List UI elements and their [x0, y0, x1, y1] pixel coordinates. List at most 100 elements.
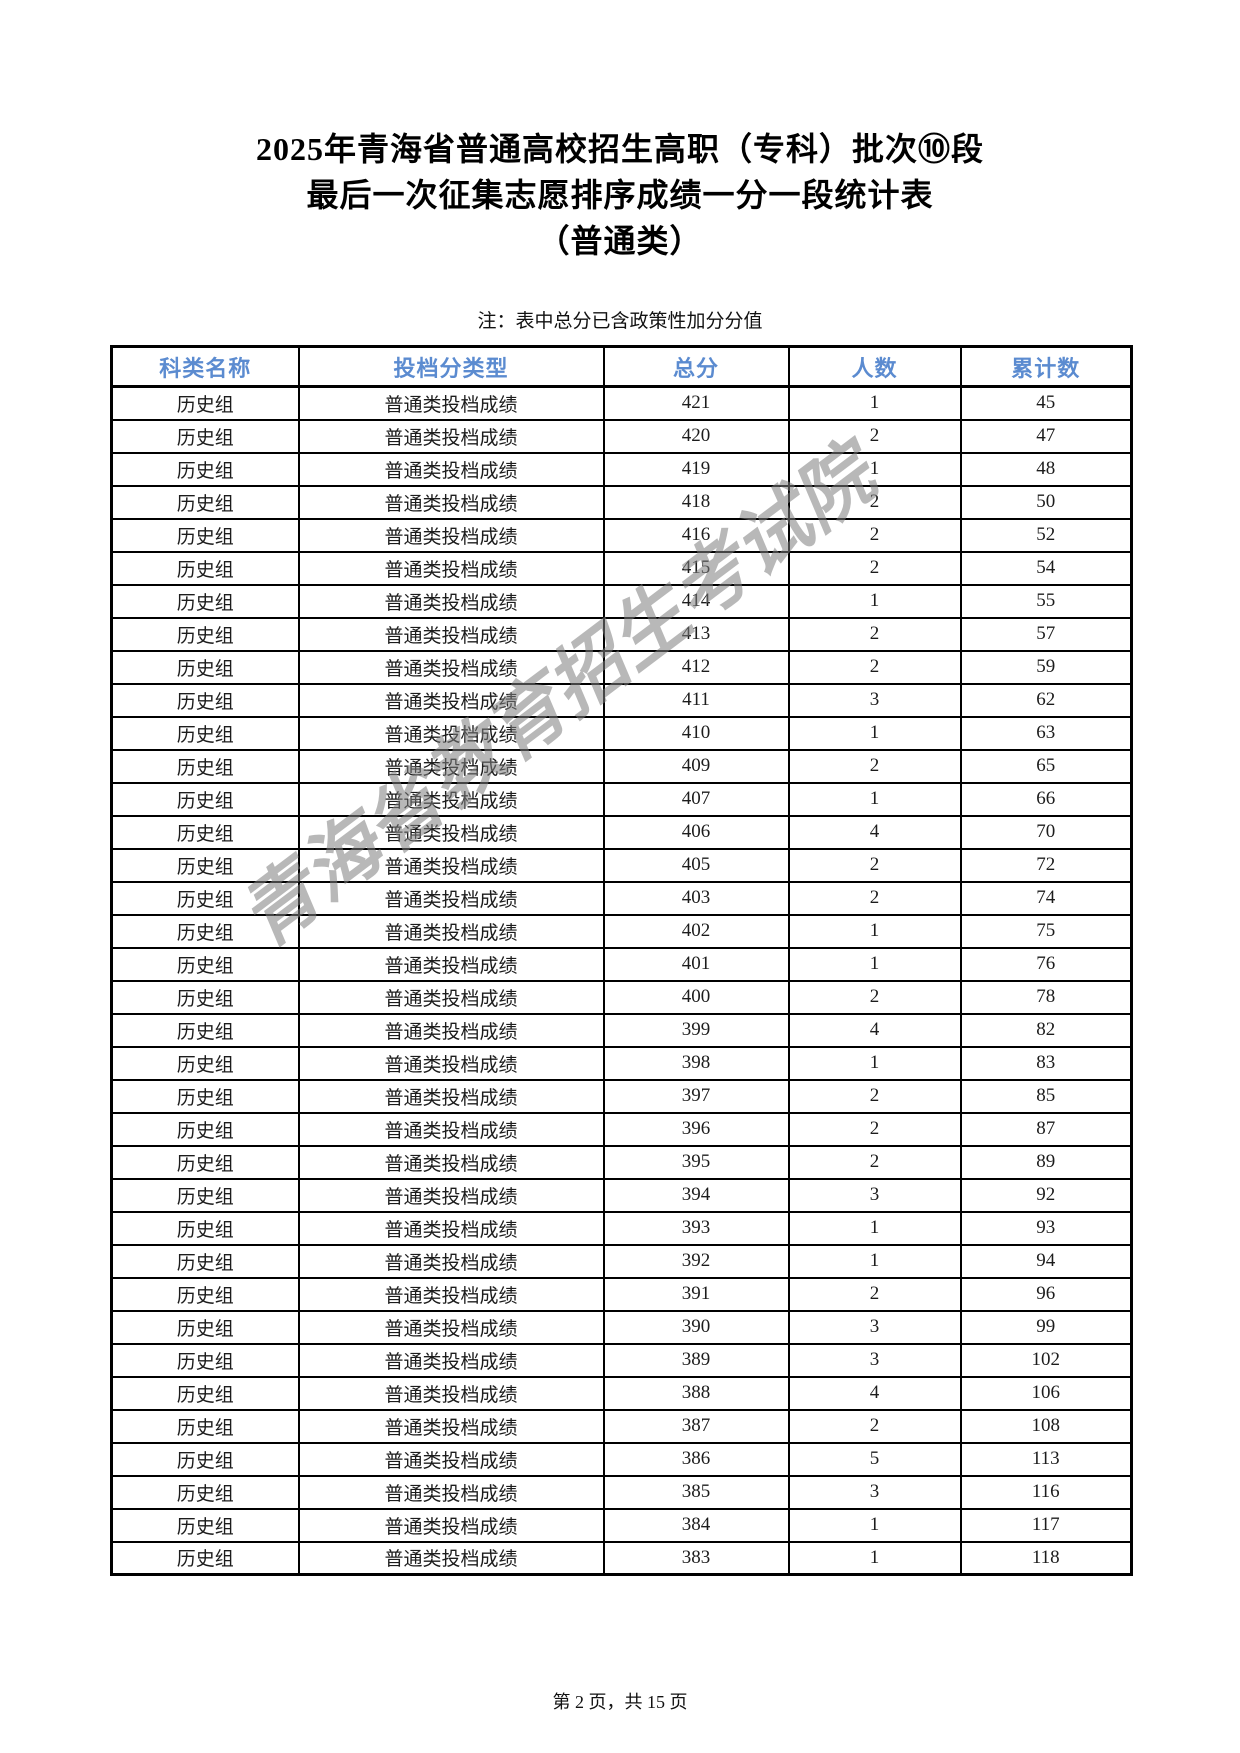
count-cell: 1: [787, 1540, 962, 1576]
score-cell: 385: [602, 1474, 790, 1510]
type-cell: 普通类投档成绩: [297, 913, 605, 949]
score-cell: 414: [602, 583, 790, 619]
count-cell: 5: [787, 1441, 962, 1477]
table-row: 历史组 普通类投档成绩 388 4 106: [110, 1375, 1133, 1411]
table-row: 历史组 普通类投档成绩 386 5 113: [110, 1441, 1133, 1477]
score-cell: 389: [602, 1342, 790, 1378]
cumulative-cell: 93: [959, 1210, 1133, 1246]
cumulative-cell: 102: [959, 1342, 1133, 1378]
cumulative-cell: 62: [959, 682, 1133, 718]
table-row: 历史组 普通类投档成绩 387 2 108: [110, 1408, 1133, 1444]
category-cell: 历史组: [110, 814, 300, 850]
score-cell: 384: [602, 1507, 790, 1543]
table-row: 历史组 普通类投档成绩 419 1 48: [110, 451, 1133, 487]
cumulative-cell: 59: [959, 649, 1133, 685]
count-cell: 3: [787, 1342, 962, 1378]
score-cell: 398: [602, 1045, 790, 1081]
type-cell: 普通类投档成绩: [297, 1441, 605, 1477]
cumulative-cell: 50: [959, 484, 1133, 520]
score-cell: 410: [602, 715, 790, 751]
table-row: 历史组 普通类投档成绩 396 2 87: [110, 1111, 1133, 1147]
category-cell: 历史组: [110, 1243, 300, 1279]
table-row: 历史组 普通类投档成绩 395 2 89: [110, 1144, 1133, 1180]
category-cell: 历史组: [110, 649, 300, 685]
cumulative-cell: 96: [959, 1276, 1133, 1312]
count-cell: 3: [787, 1177, 962, 1213]
score-cell: 407: [602, 781, 790, 817]
cumulative-cell: 113: [959, 1441, 1133, 1477]
type-cell: 普通类投档成绩: [297, 1507, 605, 1543]
table-row: 历史组 普通类投档成绩 410 1 63: [110, 715, 1133, 751]
category-cell: 历史组: [110, 1045, 300, 1081]
score-cell: 418: [602, 484, 790, 520]
category-cell: 历史组: [110, 1177, 300, 1213]
table-row: 历史组 普通类投档成绩 413 2 57: [110, 616, 1133, 652]
type-cell: 普通类投档成绩: [297, 814, 605, 850]
category-cell: 历史组: [110, 748, 300, 784]
count-cell: 2: [787, 880, 962, 916]
score-cell: 397: [602, 1078, 790, 1114]
page-title-line-2: 最后一次征集志愿排序成绩一分一段统计表: [306, 177, 934, 213]
score-cell: 409: [602, 748, 790, 784]
score-cell: 387: [602, 1408, 790, 1444]
cumulative-cell: 72: [959, 847, 1133, 883]
count-cell: 3: [787, 682, 962, 718]
type-cell: 普通类投档成绩: [297, 1111, 605, 1147]
type-cell: 普通类投档成绩: [297, 781, 605, 817]
type-cell: 普通类投档成绩: [297, 385, 605, 421]
count-cell: 2: [787, 748, 962, 784]
score-cell: 392: [602, 1243, 790, 1279]
type-cell: 普通类投档成绩: [297, 946, 605, 982]
page-title: 2025年青海省普通高校招生高职（专科）批次⑩段 最后一次征集志愿排序成绩一分一…: [0, 126, 1240, 264]
page-footer: 第 2 页，共 15 页: [552, 1692, 688, 1712]
score-cell: 400: [602, 979, 790, 1015]
score-cell: 412: [602, 649, 790, 685]
type-cell: 普通类投档成绩: [297, 484, 605, 520]
score-cell: 405: [602, 847, 790, 883]
table-row: 历史组 普通类投档成绩 393 1 93: [110, 1210, 1133, 1246]
type-cell: 普通类投档成绩: [297, 748, 605, 784]
count-cell: 2: [787, 847, 962, 883]
cumulative-cell: 82: [959, 1012, 1133, 1048]
type-cell: 普通类投档成绩: [297, 715, 605, 751]
table-row: 历史组 普通类投档成绩 409 2 65: [110, 748, 1133, 784]
category-cell: 历史组: [110, 1276, 300, 1312]
category-cell: 历史组: [110, 847, 300, 883]
category-cell: 历史组: [110, 583, 300, 619]
table-row: 历史组 普通类投档成绩 402 1 75: [110, 913, 1133, 949]
count-cell: 2: [787, 616, 962, 652]
cumulative-cell: 108: [959, 1408, 1133, 1444]
count-cell: 2: [787, 1078, 962, 1114]
table-row: 历史组 普通类投档成绩 405 2 72: [110, 847, 1133, 883]
table-row: 历史组 普通类投档成绩 411 3 62: [110, 682, 1133, 718]
count-cell: 2: [787, 550, 962, 586]
category-cell: 历史组: [110, 1210, 300, 1246]
count-cell: 3: [787, 1474, 962, 1510]
cumulative-cell: 99: [959, 1309, 1133, 1345]
category-cell: 历史组: [110, 946, 300, 982]
type-cell: 普通类投档成绩: [297, 1243, 605, 1279]
table-row: 历史组 普通类投档成绩 399 4 82: [110, 1012, 1133, 1048]
count-cell: 2: [787, 1144, 962, 1180]
cumulative-cell: 117: [959, 1507, 1133, 1543]
table-row: 历史组 普通类投档成绩 418 2 50: [110, 484, 1133, 520]
cumulative-cell: 57: [959, 616, 1133, 652]
score-cell: 419: [602, 451, 790, 487]
table-row: 历史组 普通类投档成绩 415 2 54: [110, 550, 1133, 586]
count-cell: 1: [787, 946, 962, 982]
category-cell: 历史组: [110, 1078, 300, 1114]
type-cell: 普通类投档成绩: [297, 1012, 605, 1048]
count-cell: 2: [787, 484, 962, 520]
table-row: 历史组 普通类投档成绩 407 1 66: [110, 781, 1133, 817]
table-body: 历史组 普通类投档成绩 421 1 45 历史组 普通类投档成绩 420 2 47 历史组 普通类投档…: [110, 385, 1133, 1576]
table-row: 历史组 普通类投档成绩 403 2 74: [110, 880, 1133, 916]
category-cell: 历史组: [110, 1309, 300, 1345]
table-row: 历史组 普通类投档成绩 392 1 94: [110, 1243, 1133, 1279]
count-cell: 1: [787, 385, 962, 421]
table-header-row: 科类名称 投档分类型 总分 人数 累计数: [110, 345, 1133, 388]
score-cell: 383: [602, 1540, 790, 1576]
count-cell: 4: [787, 1375, 962, 1411]
cumulative-cell: 48: [959, 451, 1133, 487]
category-cell: 历史组: [110, 451, 300, 487]
category-cell: 历史组: [110, 550, 300, 586]
